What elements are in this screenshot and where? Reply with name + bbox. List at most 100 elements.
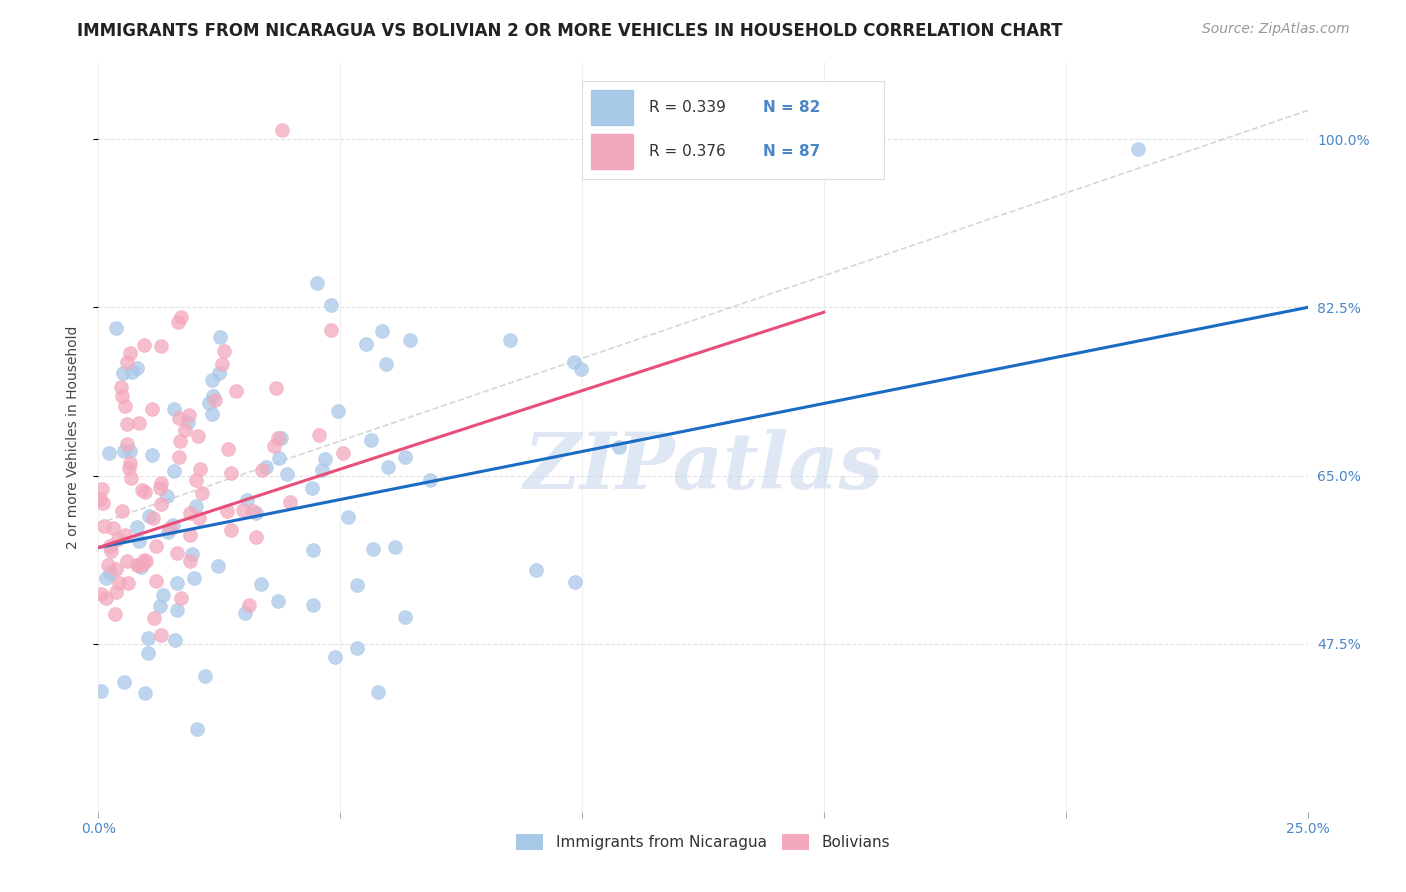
Point <box>180 547 202 561</box>
Point <box>183 571 205 585</box>
Point <box>236 493 259 508</box>
Point <box>141 448 163 462</box>
Point <box>201 373 224 387</box>
Point <box>115 436 138 450</box>
Point <box>314 451 336 466</box>
Point <box>249 576 271 591</box>
Point <box>499 333 522 347</box>
Point <box>115 417 138 431</box>
Point <box>419 474 441 488</box>
Point <box>98 446 121 460</box>
Point <box>131 483 153 497</box>
Point <box>149 599 172 613</box>
Point <box>374 357 396 371</box>
Point <box>399 333 422 347</box>
Point <box>319 298 342 312</box>
Point <box>156 524 179 539</box>
Point <box>179 507 201 521</box>
Point <box>211 357 233 371</box>
Point <box>97 558 120 573</box>
Point <box>149 482 172 496</box>
Point <box>107 533 129 547</box>
Point <box>100 566 122 581</box>
Point <box>250 463 273 477</box>
Point <box>208 367 231 381</box>
Point <box>179 554 201 568</box>
Point <box>93 519 115 533</box>
Point <box>190 462 212 476</box>
Point <box>117 354 139 368</box>
Point <box>145 539 167 553</box>
Point <box>112 443 135 458</box>
Point <box>524 563 547 577</box>
Point <box>332 446 354 460</box>
Point <box>111 366 134 380</box>
Point <box>170 591 193 605</box>
Point <box>90 683 112 698</box>
Point <box>104 607 127 622</box>
Point <box>149 339 172 353</box>
Point <box>91 496 114 510</box>
Point <box>209 330 232 344</box>
Point <box>562 355 585 369</box>
Point <box>156 488 179 502</box>
Point <box>194 669 217 683</box>
Point <box>169 434 191 448</box>
Point <box>118 456 141 470</box>
Point <box>128 416 150 430</box>
Point <box>564 574 586 589</box>
Point <box>232 503 254 517</box>
Point <box>118 443 141 458</box>
Point <box>118 460 141 475</box>
Point <box>159 521 181 535</box>
Point <box>103 520 125 534</box>
Point <box>184 473 207 487</box>
Point <box>204 393 226 408</box>
Point <box>245 506 267 520</box>
Point <box>127 558 149 572</box>
Point <box>367 685 389 699</box>
Point <box>129 560 152 574</box>
Point <box>609 440 631 454</box>
Point <box>132 557 155 571</box>
Point <box>276 467 298 482</box>
Point <box>114 675 136 690</box>
Point <box>162 518 184 533</box>
Point <box>107 576 129 591</box>
Point <box>270 431 292 445</box>
Point <box>128 534 150 549</box>
Point <box>394 610 416 624</box>
Point <box>167 450 190 464</box>
Point <box>569 361 592 376</box>
Point <box>235 606 257 620</box>
Y-axis label: 2 or more Vehicles in Household: 2 or more Vehicles in Household <box>66 326 80 549</box>
Point <box>301 598 323 612</box>
Point <box>117 576 139 591</box>
Point <box>177 415 200 429</box>
Point <box>142 511 165 525</box>
Point <box>127 520 149 534</box>
Point <box>143 611 166 625</box>
Point <box>271 122 294 136</box>
Point <box>221 466 243 480</box>
Point <box>269 451 291 466</box>
Point <box>114 399 136 413</box>
Point <box>125 360 148 375</box>
Point <box>167 411 190 425</box>
Point <box>187 429 209 443</box>
Point <box>225 384 247 398</box>
Point <box>120 471 142 485</box>
Point <box>337 509 360 524</box>
Point <box>104 321 127 335</box>
Point <box>360 433 382 447</box>
Point <box>163 632 186 647</box>
Point <box>117 554 139 568</box>
Point <box>174 423 197 437</box>
Point <box>187 510 209 524</box>
Point <box>394 450 416 464</box>
Point <box>105 585 128 599</box>
Point <box>186 722 208 736</box>
Point <box>179 527 201 541</box>
Text: IMMIGRANTS FROM NICARAGUA VS BOLIVIAN 2 OR MORE VEHICLES IN HOUSEHOLD CORRELATIO: IMMIGRANTS FROM NICARAGUA VS BOLIVIAN 2 … <box>77 22 1063 40</box>
Point <box>305 276 328 290</box>
